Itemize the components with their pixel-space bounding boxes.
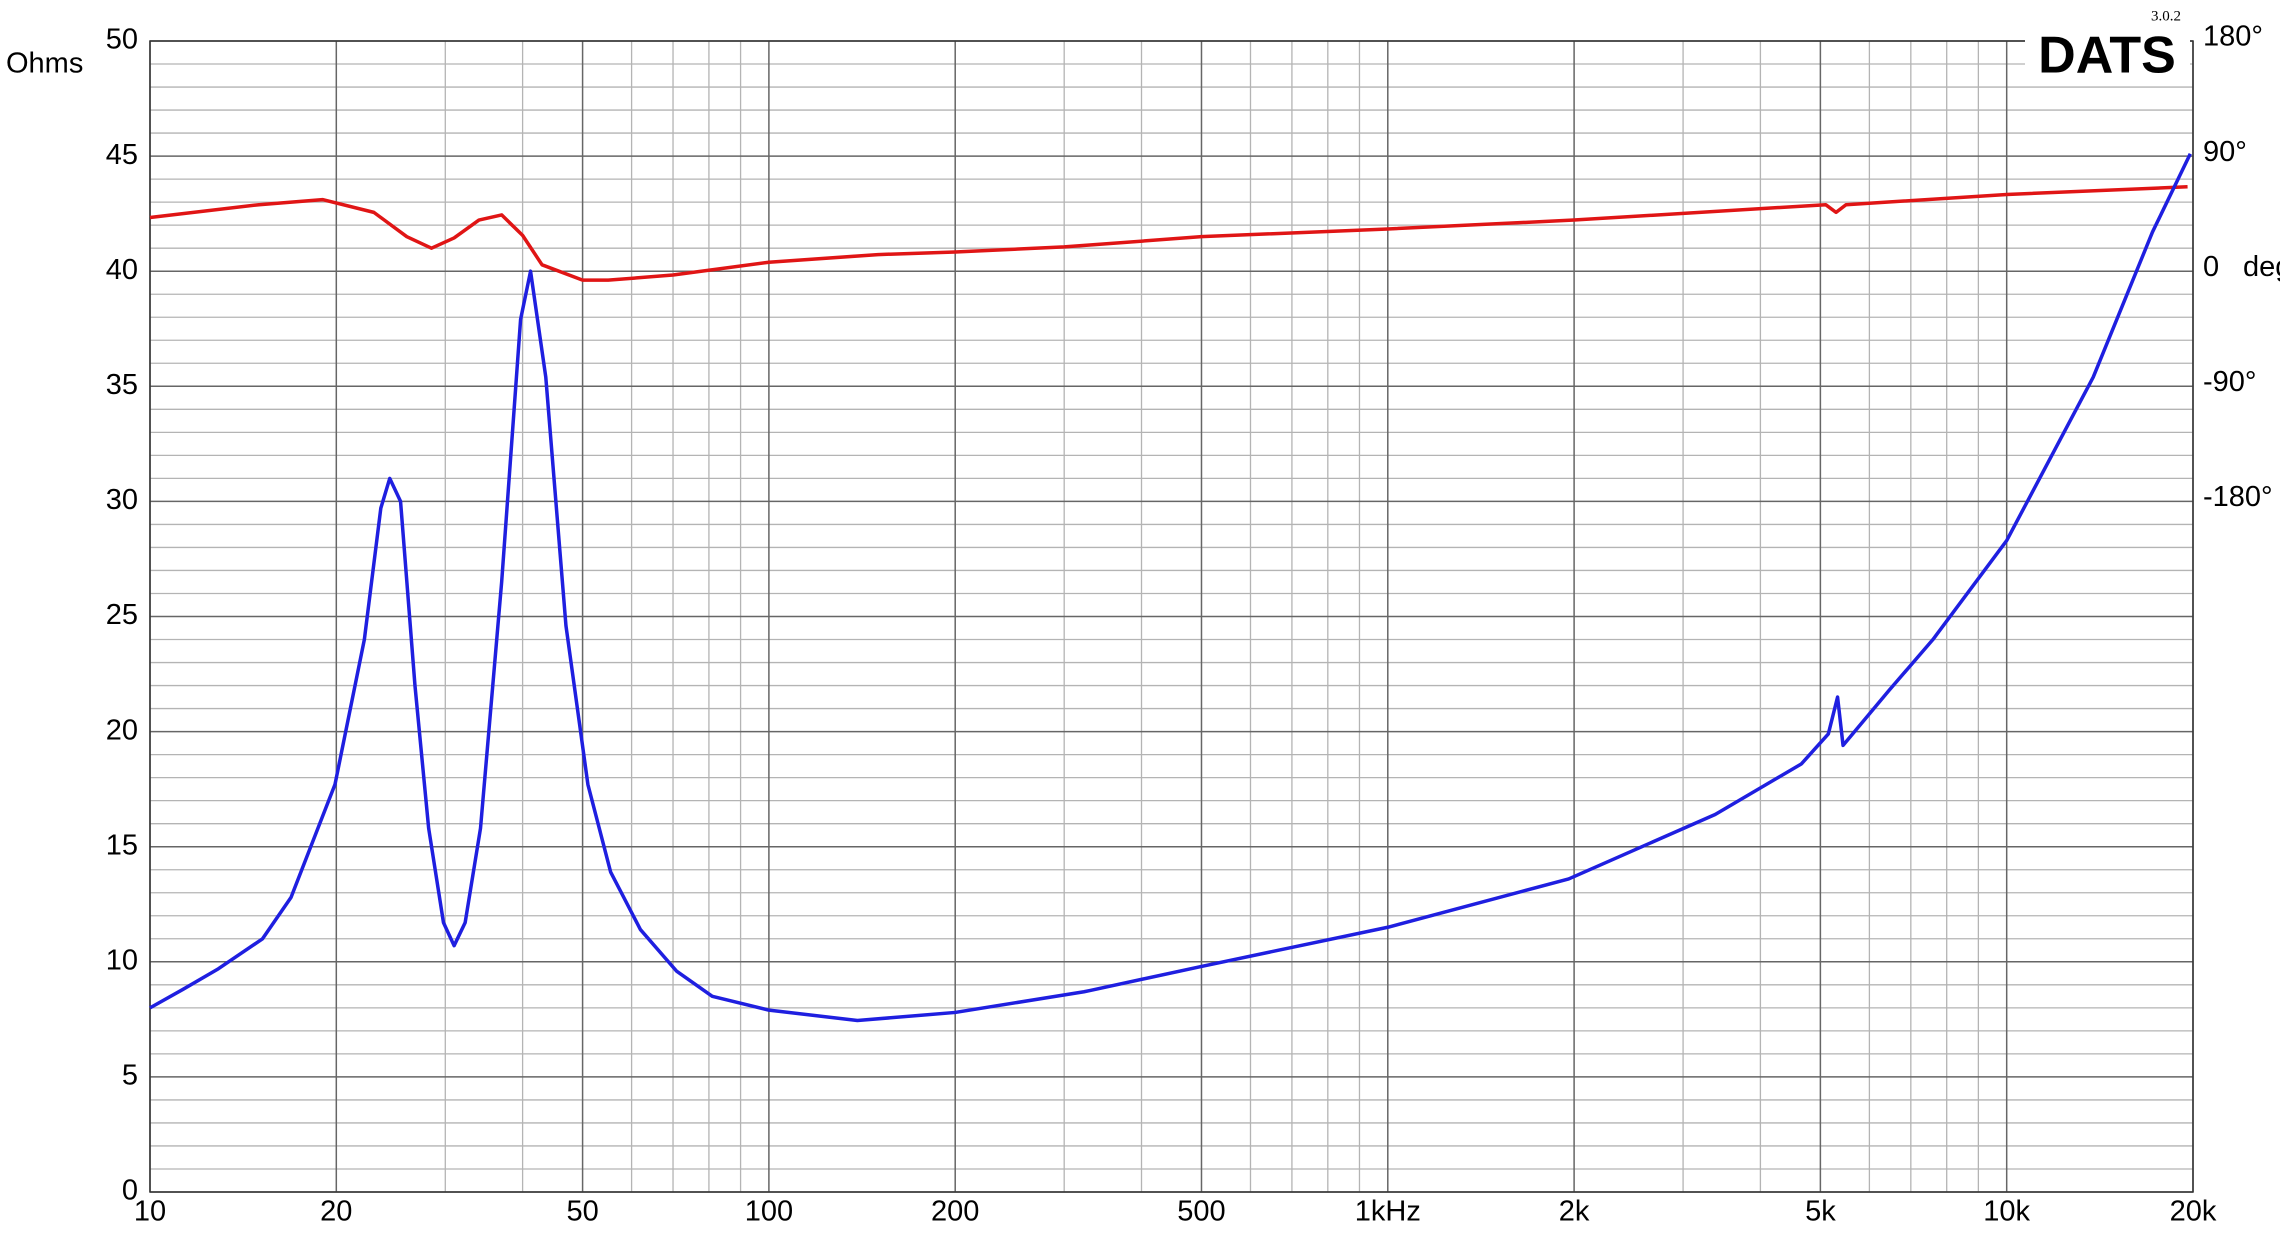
y2-axis-label: deg bbox=[2243, 251, 2280, 283]
y2-tick-label: 0 bbox=[2203, 251, 2219, 283]
x-tick-label: 20 bbox=[320, 1196, 352, 1228]
plot-frame bbox=[149, 40, 2194, 1193]
x-tick-label: 1kHz bbox=[1355, 1196, 1421, 1228]
x-tick-label: 200 bbox=[931, 1196, 979, 1228]
y-tick-label: 30 bbox=[106, 484, 138, 516]
y-tick-label: 25 bbox=[106, 599, 138, 631]
x-tick-label: 500 bbox=[1177, 1196, 1225, 1228]
x-tick-label: 2k bbox=[1559, 1196, 1590, 1228]
x-tick-label: 20k bbox=[2170, 1196, 2217, 1228]
y-tick-label: 50 bbox=[106, 24, 138, 56]
x-tick-label: 5k bbox=[1805, 1196, 1836, 1228]
version: 3.0.2 bbox=[2151, 8, 2181, 24]
y-tick-label: 15 bbox=[106, 829, 138, 861]
logo-box bbox=[2025, 28, 2190, 84]
y-tick-label: 45 bbox=[106, 139, 138, 171]
series-line bbox=[149, 153, 2192, 1023]
y2-tick-label: 180° bbox=[2203, 21, 2263, 53]
x-tick-label: 10 bbox=[134, 1196, 166, 1228]
y-tick-label: 20 bbox=[106, 714, 138, 746]
logo: DATS bbox=[2038, 27, 2176, 85]
y2-tick-label: -180° bbox=[2203, 481, 2273, 513]
x-tick-label: 10k bbox=[1983, 1196, 2030, 1228]
series-line bbox=[149, 185, 2188, 282]
y-axis-label: Ohms bbox=[6, 48, 83, 80]
y2-tick-label: 90° bbox=[2203, 136, 2247, 168]
x-tick-label: 50 bbox=[566, 1196, 598, 1228]
y-tick-label: 5 bbox=[122, 1060, 138, 1092]
y2-tick-label: -90° bbox=[2203, 366, 2257, 398]
y-tick-label: 0 bbox=[122, 1175, 138, 1207]
x-tick-label: 100 bbox=[745, 1196, 793, 1228]
y-tick-label: 40 bbox=[106, 254, 138, 286]
y-tick-label: 10 bbox=[106, 944, 138, 976]
y-tick-label: 35 bbox=[106, 369, 138, 401]
